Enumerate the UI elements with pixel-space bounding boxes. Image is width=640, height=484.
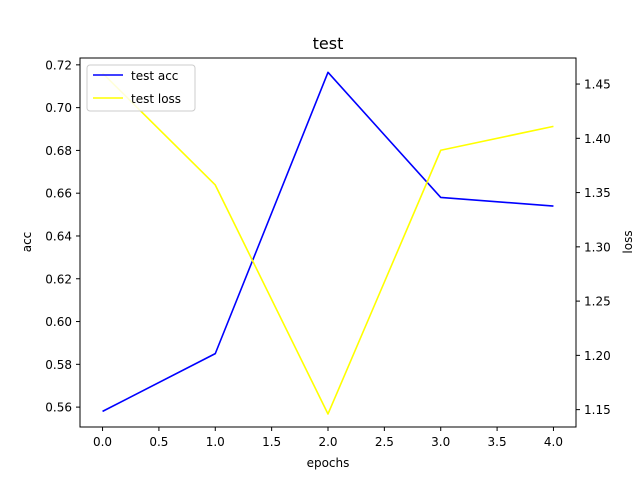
series-layer <box>101 71 554 415</box>
chart-legend: test acc test loss <box>86 64 196 112</box>
series-line-test-acc <box>102 71 554 413</box>
left-y-tick-label: 0.66 <box>45 187 72 201</box>
legend-box <box>86 64 196 112</box>
x-tick-label: 0.5 <box>149 435 168 449</box>
legend-label-test-loss: test loss <box>131 92 181 106</box>
legend-label-test-acc: test acc <box>131 69 178 83</box>
left-y-tick-label: 0.56 <box>45 401 72 415</box>
left-y-tick-label: 0.64 <box>45 229 72 243</box>
x-tick-label: 2.0 <box>318 435 337 449</box>
left-y-tick-label: 0.68 <box>45 144 72 158</box>
x-axis-ticks: 0.0 0.5 1.0 1.5 2.0 2.5 3.0 3.5 4.0 <box>93 427 563 449</box>
left-y-tick-label: 0.72 <box>45 58 72 72</box>
plot-frame <box>79 57 577 428</box>
right-y-axis-ticks: 1.15 1.20 1.25 1.30 1.35 1.40 1.45 <box>576 78 611 417</box>
right-y-tick-label: 1.35 <box>584 186 611 200</box>
x-tick-label: 1.0 <box>206 435 225 449</box>
x-tick-label: 1.5 <box>262 435 281 449</box>
chart-title: test <box>313 34 344 53</box>
x-tick-label: 0.0 <box>93 435 112 449</box>
right-y-axis-label: loss <box>621 230 635 253</box>
left-y-axis-ticks: 0.56 0.58 0.60 0.62 0.64 0.66 0.68 0.70 0.72 <box>45 58 80 415</box>
left-y-tick-label: 0.58 <box>45 358 72 372</box>
x-tick-label: 3.5 <box>488 435 507 449</box>
left-y-tick-label: 0.62 <box>45 272 72 286</box>
right-y-tick-label: 1.15 <box>584 403 611 417</box>
x-tick-label: 4.0 <box>544 435 563 449</box>
right-y-tick-label: 1.20 <box>584 349 611 363</box>
x-tick-label: 2.5 <box>375 435 394 449</box>
x-tick-label: 3.0 <box>431 435 450 449</box>
left-y-tick-label: 0.60 <box>45 315 72 329</box>
series-line-test-loss <box>101 72 554 415</box>
left-y-axis-label: acc <box>20 232 34 253</box>
right-y-tick-label: 1.30 <box>584 240 611 254</box>
left-y-tick-label: 0.70 <box>45 101 72 115</box>
right-y-tick-label: 1.40 <box>584 132 611 146</box>
right-y-tick-label: 1.45 <box>584 78 611 92</box>
x-axis-label: epochs <box>307 456 350 470</box>
right-y-tick-label: 1.25 <box>584 295 611 309</box>
